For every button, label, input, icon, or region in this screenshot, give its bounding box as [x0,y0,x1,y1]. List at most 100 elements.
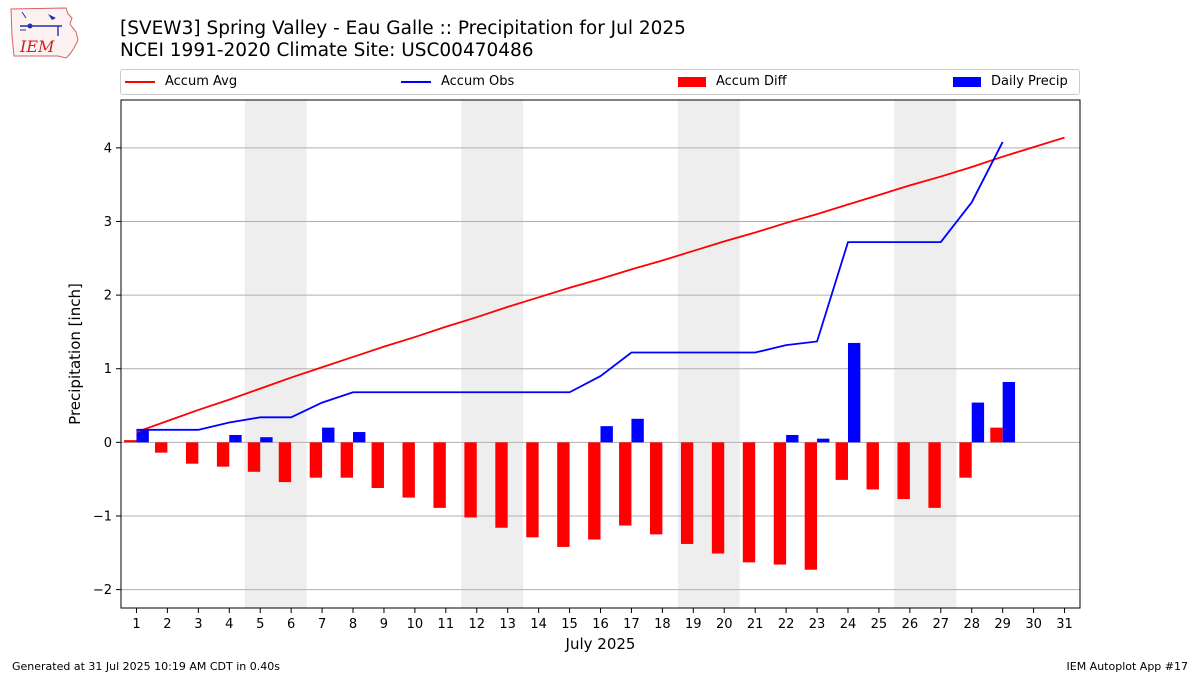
daily-bar-day-23 [817,438,830,443]
accum-obs-line [136,141,1004,431]
xtick-label-7: 7 [318,617,326,632]
diff-bar-day-5 [247,442,261,472]
ytick-label-2: 0 [104,436,112,451]
x-axis-label: July 2025 [565,635,636,653]
diff-bar-day-27 [928,442,941,508]
y-axis-label: Precipitation [inch] [66,283,84,425]
diff-bar-day-6 [278,442,292,483]
diff-bar-day-20 [711,442,725,554]
daily-bar-day-8 [353,432,366,443]
legend-swatch-daily-precip [953,76,981,87]
xtick-label-21: 21 [747,617,764,632]
daily-bar-day-16 [600,426,613,443]
diff-bar-day-15 [557,442,570,547]
diff-bar-day-19 [680,442,694,544]
diff-bar-day-2 [155,442,168,453]
xtick-label-31: 31 [1056,617,1073,632]
legend: Accum Avg Accum Obs Accum Diff Daily Pre… [120,69,1080,95]
legend-label-accum-avg: Accum Avg [165,74,238,89]
diff-bar-day-9 [371,442,384,488]
ytick-label-0: −2 [93,583,112,598]
chart-title: [SVEW3] Spring Valley - Eau Galle :: Pre… [120,18,686,62]
daily-bar-day-17 [631,418,644,443]
diff-bar-day-22 [773,442,787,565]
xtick-label-13: 13 [499,617,516,632]
daily-bar-day-22 [786,434,799,443]
diff-bar-day-8 [340,442,354,478]
xtick-label-6: 6 [287,617,295,632]
legend-swatch-accum-avg [125,80,155,83]
legend-label-accum-obs: Accum Obs [441,74,515,89]
iem-logo: IEM [10,7,79,59]
xtick-label-18: 18 [654,617,671,632]
daily-bar-day-1 [136,429,149,443]
xtick-label-20: 20 [716,617,733,632]
xtick-label-25: 25 [871,617,888,632]
legend-item-accum-obs: Accum Obs [401,74,514,90]
title-line-2: NCEI 1991-2020 Climate Site: USC00470486 [120,40,534,61]
xtick-label-8: 8 [349,617,357,632]
daily-bar-day-7 [322,427,335,443]
legend-label-accum-diff: Accum Diff [716,74,787,89]
xtick-label-30: 30 [1025,617,1042,632]
diff-bar-day-23 [804,442,818,570]
daily-bar-day-4 [229,434,242,443]
diff-bar-day-7 [309,442,323,478]
xtick-label-1: 1 [132,617,140,632]
daily-bar-day-29 [1002,381,1016,443]
xtick-label-27: 27 [933,617,950,632]
ytick-label-6: 4 [104,141,112,156]
diff-bar-day-4 [216,442,230,467]
diff-bar-day-12 [464,442,477,518]
xtick-label-3: 3 [194,617,202,632]
diff-bar-day-28 [959,442,972,478]
diff-bar-day-25 [866,442,879,490]
daily-bar-day-28 [971,402,985,443]
diff-bar-day-3 [185,442,199,464]
weekend-band-3 [894,100,957,608]
xtick-label-5: 5 [256,617,264,632]
xtick-label-11: 11 [438,617,455,632]
weekend-band-1 [461,100,524,608]
diff-bar-day-16 [588,442,601,540]
xtick-label-28: 28 [963,617,980,632]
generated-note: Generated at 31 Jul 2025 10:19 AM CDT in… [12,660,280,673]
xtick-label-12: 12 [468,617,485,632]
xtick-label-10: 10 [407,617,424,632]
xtick-label-16: 16 [592,617,609,632]
legend-swatch-accum-obs [401,80,431,83]
legend-swatch-accum-diff [678,76,706,87]
ytick-label-3: 1 [104,362,112,377]
legend-item-accum-diff: Accum Diff [678,74,787,90]
accum-avg-line [136,136,1065,433]
xtick-label-2: 2 [163,617,171,632]
ytick-label-4: 2 [104,289,112,304]
ytick-label-1: −1 [93,509,112,524]
xtick-label-14: 14 [530,617,547,632]
xtick-label-17: 17 [623,617,640,632]
xtick-label-22: 22 [778,617,795,632]
diff-bar-day-11 [433,442,446,508]
diff-bar-day-18 [649,442,663,535]
xtick-label-4: 4 [225,617,233,632]
xtick-label-24: 24 [840,617,857,632]
xtick-label-15: 15 [561,617,578,632]
xtick-label-9: 9 [380,617,388,632]
diff-bar-day-24 [835,442,848,480]
diff-bar-day-17 [619,442,632,526]
xtick-label-29: 29 [994,617,1011,632]
title-line-1: [SVEW3] Spring Valley - Eau Galle :: Pre… [120,18,686,39]
xtick-label-19: 19 [685,617,702,632]
legend-item-daily-precip: Daily Precip [953,74,1068,90]
diff-bar-day-10 [402,442,415,498]
weather-station-icon [20,11,62,36]
logo-text: IEM [19,37,55,56]
diff-bar-day-14 [526,442,539,538]
xtick-label-23: 23 [809,617,826,632]
diff-bar-day-29 [990,427,1003,443]
app-note: IEM Autoplot App #17 [1066,660,1189,673]
diff-bar-day-21 [742,442,756,563]
daily-bar-day-24 [847,342,861,443]
daily-bar-day-5 [260,437,273,443]
